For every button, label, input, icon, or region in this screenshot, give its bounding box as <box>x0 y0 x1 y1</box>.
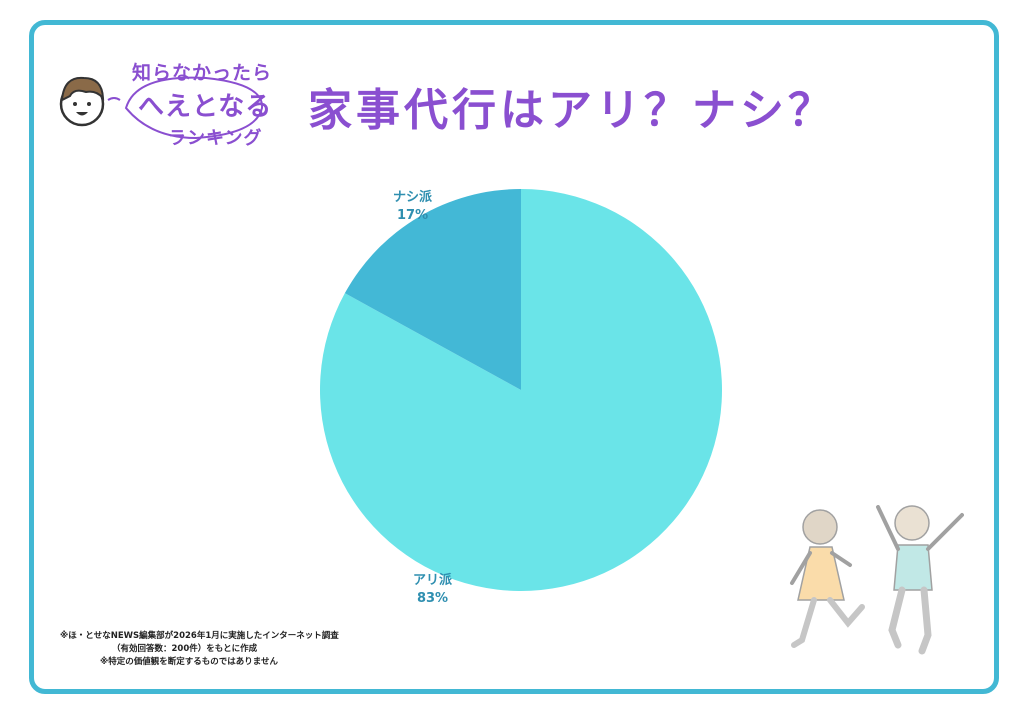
slice-name-nashi: ナシ派 <box>393 189 433 205</box>
slice-nashi <box>344 189 521 390</box>
note-line-2: （有効回答数：200件）をもとに作成 <box>112 644 258 654</box>
slice-label-nashi: ナシ派 17% <box>353 189 473 225</box>
survey-notes: ※ほ・とせなNEWS編集部が2026年1月に実施したインターネット調査 （有効回… <box>60 630 339 669</box>
slice-label-ari: アリ派 83% <box>373 572 493 608</box>
note-line-3: ※特定の価値観を断定するものではありません <box>100 657 279 667</box>
logo-line-2: へえとなる <box>138 92 273 122</box>
slice-value-ari: 83% <box>416 591 449 607</box>
slice-name-ari: アリ派 <box>412 573 452 589</box>
boy-face-icon <box>59 76 264 140</box>
slice-value-nashi: 17% <box>397 207 429 223</box>
logo-line-1: 知らなかったら <box>132 62 273 84</box>
note-line-1: ※ほ・とせなNEWS編集部が2026年1月に実施したインターネット調査 <box>60 631 339 641</box>
chart-title: 家事代行はアリ？ナシ？ <box>308 85 836 136</box>
logo-line-3: ランキング <box>168 128 263 149</box>
ranking-logo: 知らなかったら へえとなる ランキング <box>56 56 296 156</box>
slice-ari <box>320 189 723 592</box>
children-illustration-icon <box>790 505 964 655</box>
